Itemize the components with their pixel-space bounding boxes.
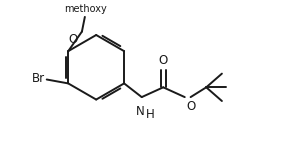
Text: N: N	[135, 105, 144, 118]
Text: O: O	[69, 33, 78, 46]
Text: O: O	[187, 100, 196, 113]
Text: O: O	[159, 54, 168, 67]
Text: Br: Br	[32, 72, 45, 85]
Text: H: H	[146, 108, 155, 121]
Text: methoxy: methoxy	[65, 4, 107, 14]
